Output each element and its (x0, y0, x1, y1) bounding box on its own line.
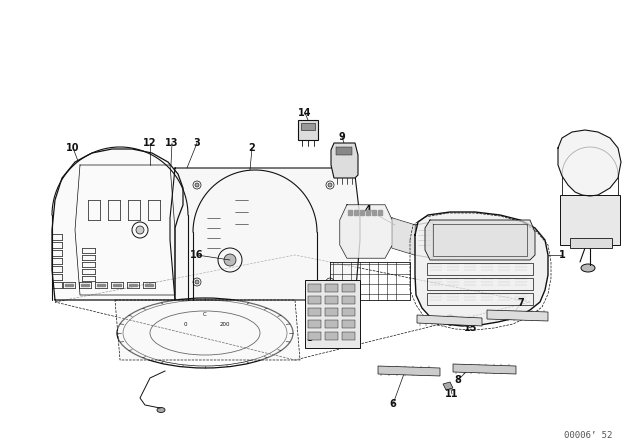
Text: 16: 16 (190, 250, 204, 260)
Polygon shape (342, 308, 355, 316)
Polygon shape (360, 210, 364, 215)
Polygon shape (325, 296, 338, 304)
Polygon shape (81, 284, 89, 286)
Text: 200: 200 (220, 323, 230, 327)
Ellipse shape (328, 280, 332, 284)
Polygon shape (113, 284, 121, 286)
Text: 13: 13 (165, 138, 179, 148)
Polygon shape (392, 218, 415, 255)
Polygon shape (342, 332, 355, 340)
Polygon shape (298, 120, 318, 140)
Text: 14: 14 (298, 108, 312, 118)
Ellipse shape (136, 226, 144, 234)
Polygon shape (308, 296, 321, 304)
Text: 12: 12 (143, 138, 157, 148)
Polygon shape (305, 280, 360, 348)
Text: 15: 15 (464, 323, 477, 333)
Polygon shape (325, 308, 338, 316)
Ellipse shape (157, 408, 165, 413)
Text: 9: 9 (339, 132, 346, 142)
Polygon shape (308, 308, 321, 316)
Polygon shape (342, 320, 355, 328)
Polygon shape (342, 296, 355, 304)
Polygon shape (453, 364, 516, 374)
Polygon shape (115, 300, 300, 360)
Polygon shape (560, 195, 620, 245)
Polygon shape (570, 238, 612, 248)
Polygon shape (325, 332, 338, 340)
Polygon shape (308, 332, 321, 340)
Text: 7: 7 (518, 298, 524, 308)
Polygon shape (145, 284, 153, 286)
Polygon shape (378, 210, 382, 215)
Text: C: C (203, 313, 207, 318)
Ellipse shape (328, 183, 332, 187)
Text: 8: 8 (454, 375, 461, 385)
Polygon shape (354, 210, 358, 215)
Polygon shape (336, 147, 352, 155)
Polygon shape (425, 220, 535, 260)
Polygon shape (342, 284, 355, 292)
Text: 4: 4 (365, 205, 371, 215)
Polygon shape (558, 130, 621, 196)
Text: 10: 10 (67, 143, 80, 153)
Text: 2: 2 (248, 143, 255, 153)
Polygon shape (308, 284, 321, 292)
Text: 00006’ 52: 00006’ 52 (564, 431, 612, 440)
Ellipse shape (195, 280, 199, 284)
Polygon shape (65, 284, 73, 286)
Polygon shape (443, 382, 453, 390)
Polygon shape (301, 123, 315, 130)
Polygon shape (331, 143, 358, 178)
Polygon shape (129, 284, 137, 286)
Text: 11: 11 (445, 389, 459, 399)
Polygon shape (366, 210, 370, 215)
Polygon shape (325, 320, 338, 328)
Polygon shape (417, 315, 482, 326)
Polygon shape (325, 284, 338, 292)
Polygon shape (340, 205, 392, 258)
Text: 0: 0 (183, 323, 187, 327)
Text: 5: 5 (307, 333, 314, 343)
Polygon shape (52, 149, 183, 300)
Polygon shape (348, 210, 352, 215)
Polygon shape (378, 366, 440, 376)
Text: 1: 1 (559, 250, 565, 260)
Polygon shape (308, 320, 321, 328)
Ellipse shape (195, 183, 199, 187)
Ellipse shape (224, 254, 236, 266)
Text: 3: 3 (194, 138, 200, 148)
Polygon shape (97, 284, 105, 286)
Polygon shape (372, 210, 376, 215)
Polygon shape (487, 310, 548, 321)
Text: 6: 6 (390, 399, 396, 409)
Polygon shape (415, 212, 548, 326)
Ellipse shape (581, 264, 595, 272)
Polygon shape (170, 168, 360, 300)
